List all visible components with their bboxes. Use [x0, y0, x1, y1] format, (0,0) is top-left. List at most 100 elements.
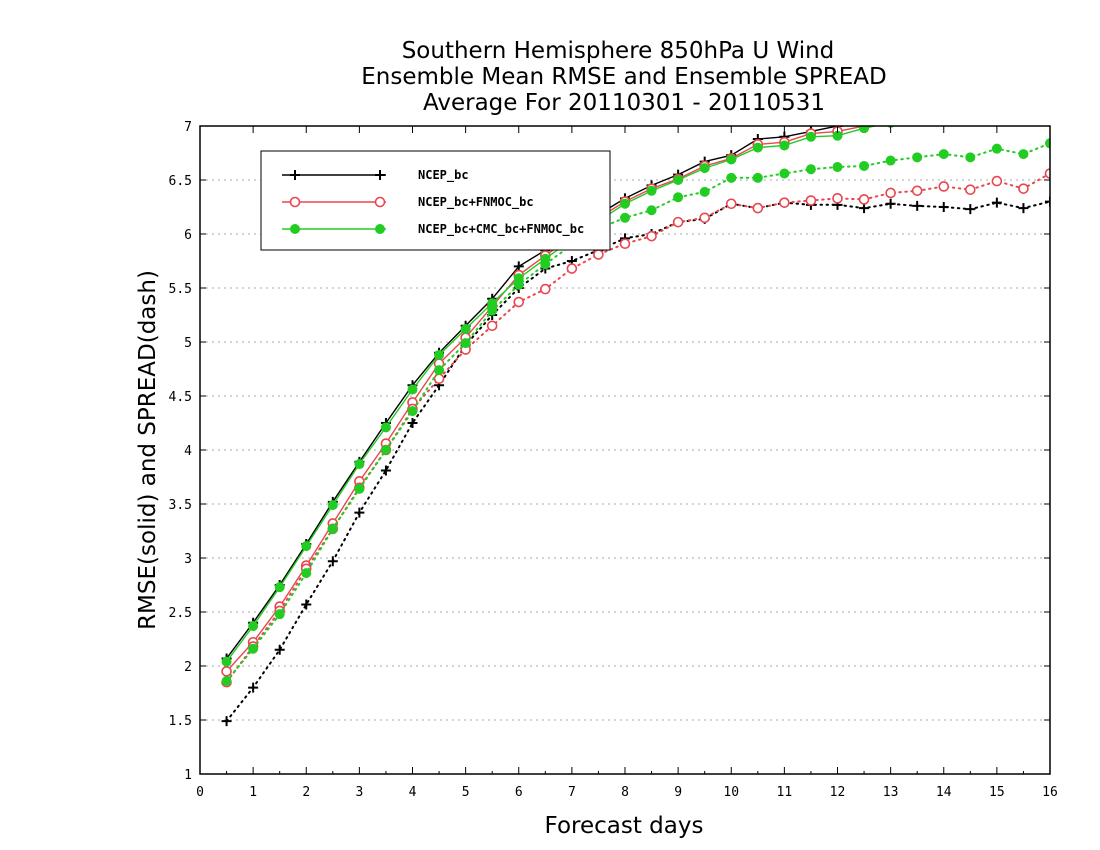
- x-tick-label: 1: [249, 785, 257, 800]
- y-tick-label: 6.5: [169, 174, 192, 189]
- data-point: [619, 238, 631, 250]
- data-point: [274, 582, 285, 593]
- data-point: [1045, 138, 1050, 149]
- legend-item: NCEP_bc+FNMOC_bc: [282, 195, 534, 210]
- data-point: [1018, 183, 1029, 194]
- x-tick-label: 4: [409, 785, 417, 800]
- x-tick-label: 8: [621, 785, 629, 800]
- data-point: [327, 556, 338, 567]
- data-point: [992, 106, 1001, 115]
- x-tick-label: 11: [777, 785, 793, 800]
- data-point: [1046, 100, 1055, 109]
- data-point: [699, 186, 710, 197]
- series-line: [226, 126, 842, 659]
- data-point: [221, 656, 232, 667]
- data-point: [913, 113, 922, 122]
- data-point: [859, 126, 870, 134]
- data-point: [407, 384, 418, 395]
- data-point: [779, 197, 790, 208]
- data-point: [1018, 149, 1029, 160]
- data-point: [1045, 94, 1055, 104]
- data-point: [779, 168, 790, 179]
- data-point: [434, 365, 445, 376]
- data-point: [1046, 101, 1055, 110]
- data-point: [487, 305, 498, 316]
- title-line-3: Average For 20110301 - 20110531: [423, 90, 825, 116]
- data-point: [885, 155, 896, 166]
- data-point: [221, 676, 232, 687]
- data-point: [566, 263, 578, 274]
- data-point: [434, 349, 445, 360]
- data-point: [301, 568, 312, 579]
- data-point: [1018, 97, 1028, 107]
- data-point: [939, 105, 949, 115]
- data-point: [620, 212, 630, 223]
- data-point: [885, 198, 896, 209]
- x-tick-label: 16: [1042, 785, 1058, 800]
- data-point: [805, 164, 816, 175]
- data-point: [1019, 104, 1028, 113]
- x-axis-ticks: 0 1 2 3 4 5 6 7 8 9 10 11 12 13 14 15 16: [196, 126, 1058, 800]
- data-point: [673, 192, 684, 203]
- data-point: [938, 181, 950, 192]
- y-tick-label: 5.5: [169, 282, 192, 297]
- data-point: [858, 194, 870, 205]
- data-point: [938, 149, 949, 160]
- data-point: [407, 406, 418, 417]
- series-line: [226, 126, 879, 663]
- data-point: [779, 140, 790, 151]
- legend-marker: [374, 196, 386, 208]
- legend-label: NCEP_bc+FNMOC_bc: [418, 195, 534, 210]
- data-point: [965, 184, 976, 196]
- data-point: [913, 115, 922, 124]
- data-point: [646, 230, 657, 242]
- data-point: [540, 259, 551, 270]
- data-point: [248, 621, 259, 632]
- data-point: [672, 216, 684, 228]
- data-point: [354, 483, 365, 494]
- data-point: [912, 200, 923, 211]
- x-tick-label: 10: [723, 785, 739, 800]
- legend-label: NCEP_bc+CMC_bc+FNMOC_bc: [418, 222, 584, 237]
- data-point: [248, 643, 259, 654]
- gridlines: [200, 179, 1050, 721]
- data-point: [1044, 168, 1050, 179]
- legend-label: NCEP_bc: [418, 168, 469, 183]
- legend: NCEP_bc NCEP_bc+FNMOC_bc NCEP_bc+CMC_bc+FN…: [260, 150, 611, 251]
- x-tick-label: 3: [355, 785, 363, 800]
- data-point: [274, 644, 285, 655]
- data-point: [460, 324, 471, 335]
- data-point: [911, 185, 923, 197]
- data-point: [939, 111, 948, 120]
- data-point: [673, 175, 684, 185]
- data-point: [966, 110, 975, 119]
- y-tick-label: 6: [184, 228, 192, 243]
- y-tick-label: 3.5: [169, 498, 192, 513]
- data-point: [939, 112, 948, 121]
- x-tick-label: 15: [989, 785, 1005, 800]
- y-tick-label: 7: [184, 120, 192, 135]
- chart-title: Southern Hemisphere 850hPa U Wind Ensemb…: [361, 38, 886, 116]
- data-point: [593, 249, 604, 260]
- data-point: [699, 163, 710, 174]
- legend-item: NCEP_bc: [282, 168, 469, 183]
- data-point: [885, 187, 896, 199]
- legend-item: NCEP_bc+CMC_bc+FNMOC_bc: [282, 222, 584, 237]
- data-point: [248, 682, 259, 693]
- data-point: [752, 172, 763, 183]
- x-tick-label: 7: [568, 785, 576, 800]
- data-point: [992, 105, 1001, 114]
- data-point: [912, 108, 922, 118]
- data-point: [912, 152, 923, 163]
- x-tick-label: 0: [196, 785, 204, 800]
- data-point: [460, 338, 471, 349]
- x-tick-label: 6: [515, 785, 523, 800]
- data-point: [327, 523, 338, 534]
- data-point: [1018, 203, 1029, 214]
- data-point: [859, 160, 870, 171]
- data-point: [752, 142, 763, 153]
- data-point: [380, 445, 391, 455]
- data-point: [380, 422, 391, 433]
- data-point: [1019, 102, 1028, 111]
